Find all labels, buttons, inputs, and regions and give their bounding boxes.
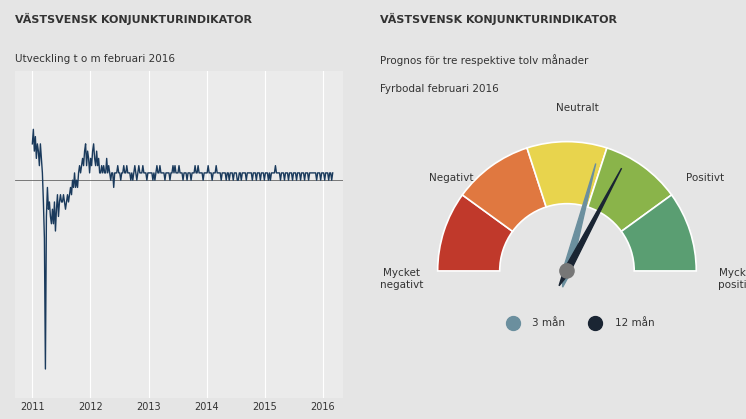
Circle shape — [560, 264, 574, 278]
Text: VÄSTSVENSK KONJUNKTURINDIKATOR: VÄSTSVENSK KONJUNKTURINDIKATOR — [15, 13, 252, 25]
Text: Negativt: Negativt — [430, 173, 474, 183]
Text: 12 mån: 12 mån — [615, 318, 654, 328]
Text: Utveckling t o m februari 2016: Utveckling t o m februari 2016 — [15, 54, 175, 65]
Polygon shape — [562, 163, 596, 287]
Wedge shape — [527, 142, 607, 207]
Text: Prognos för tre respektive tolv månader: Prognos för tre respektive tolv månader — [380, 54, 589, 66]
Wedge shape — [438, 195, 513, 271]
Text: Fyrbodal februari 2016: Fyrbodal februari 2016 — [380, 84, 499, 94]
Text: Mycket
negativt: Mycket negativt — [380, 268, 423, 290]
Text: Positivt: Positivt — [686, 173, 724, 183]
Text: 3 mån: 3 mån — [532, 318, 565, 328]
Wedge shape — [588, 148, 671, 231]
Text: Mycket
positivt: Mycket positivt — [718, 268, 746, 290]
Wedge shape — [621, 195, 696, 271]
Polygon shape — [559, 168, 621, 286]
Text: Neutralt: Neutralt — [556, 103, 599, 113]
Text: VÄSTSVENSK KONJUNKTURINDIKATOR: VÄSTSVENSK KONJUNKTURINDIKATOR — [380, 13, 618, 25]
Wedge shape — [463, 148, 546, 231]
